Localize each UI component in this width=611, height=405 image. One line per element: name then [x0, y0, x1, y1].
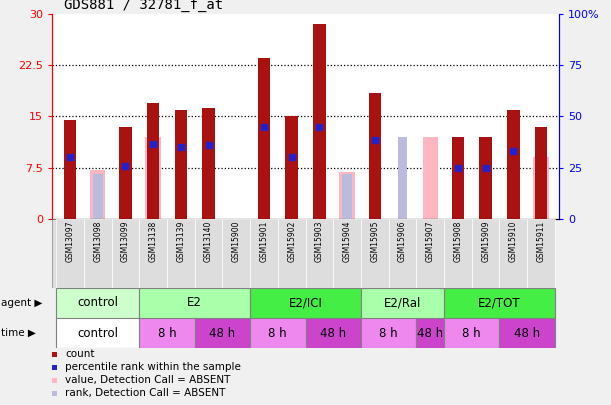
Bar: [84, 219, 112, 288]
Bar: [258, 58, 270, 219]
Bar: [507, 110, 519, 219]
Bar: [333, 219, 361, 288]
Bar: [167, 219, 195, 288]
Bar: [202, 108, 214, 219]
Text: GSM15904: GSM15904: [343, 221, 351, 262]
Text: GSM15903: GSM15903: [315, 221, 324, 262]
Text: 8 h: 8 h: [379, 326, 398, 340]
Bar: [56, 219, 84, 288]
Bar: [416, 318, 444, 348]
Text: 48 h: 48 h: [320, 326, 346, 340]
Bar: [499, 318, 555, 348]
Text: count: count: [65, 350, 95, 359]
Bar: [278, 219, 306, 288]
Text: GSM13138: GSM13138: [148, 221, 158, 262]
Text: GSM15905: GSM15905: [370, 221, 379, 262]
Text: GSM15908: GSM15908: [453, 221, 463, 262]
Text: E2/Ral: E2/Ral: [384, 296, 421, 309]
Text: control: control: [77, 326, 118, 340]
Text: GSM13099: GSM13099: [121, 221, 130, 262]
Text: GSM13140: GSM13140: [204, 221, 213, 262]
Bar: [499, 219, 527, 288]
Text: time ▶: time ▶: [1, 328, 36, 338]
Bar: [112, 219, 139, 288]
Bar: [452, 137, 464, 219]
Bar: [361, 318, 416, 348]
Text: value, Detection Call = ABSENT: value, Detection Call = ABSENT: [65, 375, 231, 385]
Bar: [147, 103, 159, 219]
Text: GSM15902: GSM15902: [287, 221, 296, 262]
Bar: [389, 219, 416, 288]
Text: agent ▶: agent ▶: [1, 298, 43, 308]
Text: 48 h: 48 h: [417, 326, 443, 340]
Bar: [398, 137, 408, 219]
Bar: [250, 219, 278, 288]
Bar: [361, 219, 389, 288]
Bar: [285, 117, 298, 219]
Bar: [313, 24, 326, 219]
Bar: [370, 170, 379, 219]
Text: GSM13139: GSM13139: [177, 221, 185, 262]
Bar: [480, 137, 492, 219]
Bar: [361, 288, 444, 318]
Bar: [139, 318, 195, 348]
Bar: [175, 110, 187, 219]
Text: control: control: [77, 296, 118, 309]
Bar: [444, 219, 472, 288]
Bar: [90, 170, 105, 219]
Text: 8 h: 8 h: [268, 326, 287, 340]
Text: rank, Detection Call = ABSENT: rank, Detection Call = ABSENT: [65, 388, 225, 398]
Bar: [306, 318, 361, 348]
Bar: [340, 172, 355, 219]
Bar: [64, 120, 76, 219]
Text: GSM15911: GSM15911: [536, 221, 546, 262]
Text: 8 h: 8 h: [463, 326, 481, 340]
Bar: [222, 219, 250, 288]
Bar: [444, 318, 499, 348]
Bar: [342, 175, 352, 219]
Text: GSM15909: GSM15909: [481, 221, 490, 262]
Bar: [56, 318, 139, 348]
Text: GSM13097: GSM13097: [65, 221, 75, 262]
Bar: [368, 93, 381, 219]
Text: E2/TOT: E2/TOT: [478, 296, 521, 309]
Bar: [444, 288, 555, 318]
Bar: [250, 288, 361, 318]
Text: GSM15900: GSM15900: [232, 221, 241, 262]
Bar: [416, 219, 444, 288]
Bar: [250, 318, 306, 348]
Text: GSM15910: GSM15910: [509, 221, 518, 262]
Bar: [535, 127, 547, 219]
Text: E2: E2: [187, 296, 202, 309]
Bar: [195, 219, 222, 288]
Bar: [139, 219, 167, 288]
Text: 48 h: 48 h: [210, 326, 235, 340]
Text: 8 h: 8 h: [158, 326, 176, 340]
Bar: [93, 175, 103, 219]
Text: GSM13098: GSM13098: [93, 221, 102, 262]
Bar: [119, 127, 131, 219]
Bar: [56, 288, 139, 318]
Text: GDS881 / 32781_f_at: GDS881 / 32781_f_at: [64, 0, 223, 12]
Bar: [472, 219, 499, 288]
Text: percentile rank within the sample: percentile rank within the sample: [65, 362, 241, 372]
Bar: [306, 219, 333, 288]
Bar: [145, 137, 161, 219]
Text: E2/ICI: E2/ICI: [288, 296, 323, 309]
Text: 48 h: 48 h: [514, 326, 540, 340]
Bar: [195, 318, 250, 348]
Text: GSM15901: GSM15901: [260, 221, 268, 262]
Bar: [139, 288, 250, 318]
Bar: [423, 137, 438, 219]
Text: GSM15907: GSM15907: [426, 221, 434, 262]
Bar: [533, 157, 549, 219]
Bar: [527, 219, 555, 288]
Text: GSM15906: GSM15906: [398, 221, 407, 262]
